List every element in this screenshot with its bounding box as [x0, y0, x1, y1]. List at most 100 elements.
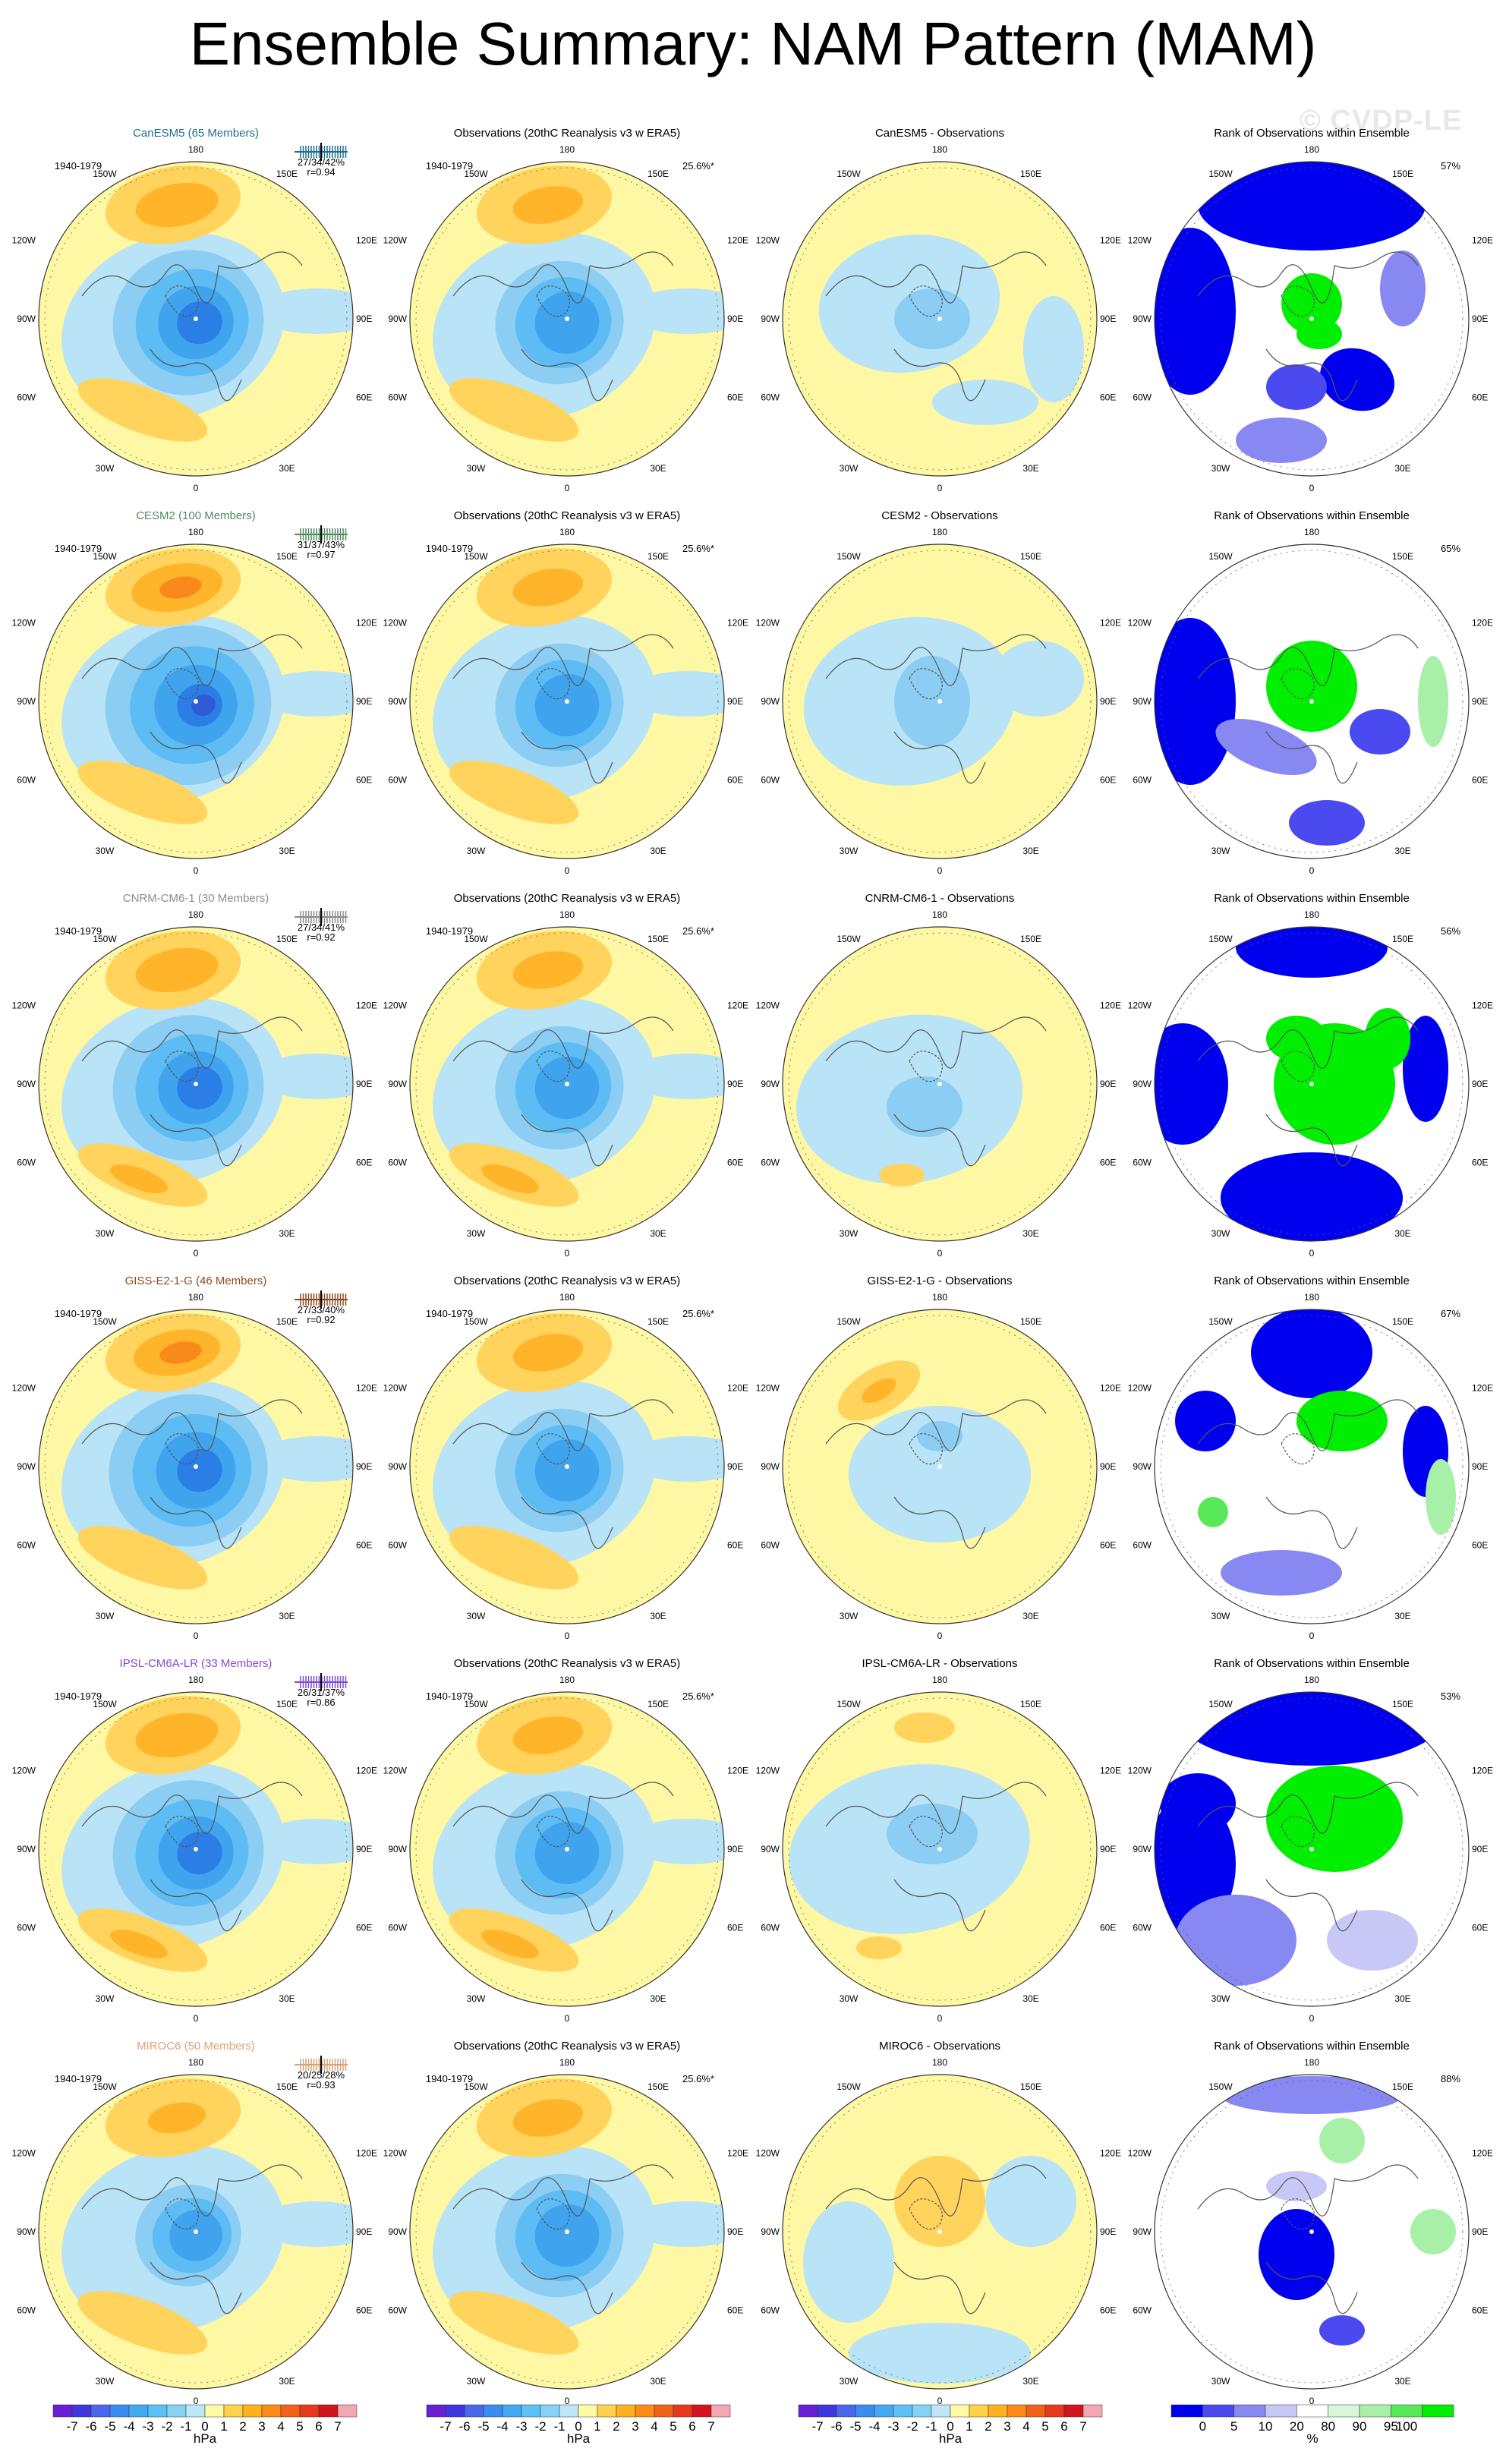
lon-label-150e: 150E — [276, 1316, 298, 1327]
map-panel-r1-c1: 180 150W 150E 120W 120E 90W 90E 60W 60E 30W 30E 0 Ca… — [12, 127, 377, 493]
period-label: 1940-1979 — [426, 1308, 473, 1319]
lon-label-120e: 120E — [356, 1000, 377, 1011]
map-panel-r1-c4: 180 150W 150E 120W 120E 90W 90E 60W 60E 30W 30E 0 Ra… — [1128, 127, 1493, 493]
lon-label-150e: 150E — [1020, 551, 1041, 562]
lon-label-180: 180 — [932, 144, 947, 155]
lon-label-120e: 120E — [1100, 618, 1121, 629]
diff-title: CanESM5 - Observations — [875, 127, 1004, 140]
period-label: 1940-1979 — [55, 1690, 102, 1702]
lon-label-120e: 120E — [727, 2148, 748, 2159]
colorbar-tick: -6 — [830, 2419, 842, 2434]
rank-percent: 88% — [1441, 2073, 1460, 2084]
lon-label-0: 0 — [194, 2013, 199, 2024]
map-panel-r5-c1: 180 150W 150E 120W 120E 90W 90E 60W 60E 30W 30E 0 IP… — [12, 1657, 377, 2024]
colorbar-swatch — [242, 2404, 263, 2418]
colorbar-swatch — [654, 2404, 674, 2418]
lon-label-120e: 120E — [1100, 1383, 1121, 1394]
obs-title: Observations (20thC Reanalysis v3 w ERA5… — [454, 1657, 680, 1670]
lon-label-180: 180 — [559, 1292, 575, 1303]
lon-label-150e: 150E — [1020, 934, 1041, 944]
lon-label-90e: 90E — [1472, 1079, 1488, 1089]
lon-label-120e: 120E — [1100, 235, 1121, 246]
lon-label-120w: 120W — [1128, 1000, 1152, 1011]
colorbar-swatch — [1202, 2404, 1234, 2418]
lon-label-0: 0 — [1309, 865, 1315, 876]
lon-label-60w: 60W — [761, 1158, 780, 1168]
lon-label-90w: 90W — [1133, 1079, 1152, 1089]
lon-label-90e: 90E — [727, 696, 743, 707]
lon-label-30w: 30W — [467, 846, 486, 856]
colorbar-tick: 90 — [1353, 2419, 1367, 2434]
period-label: 1940-1979 — [55, 925, 102, 937]
rank-title: Rank of Observations within Ensemble — [1214, 2040, 1410, 2053]
lon-label-60e: 60E — [356, 2305, 372, 2316]
lon-label-150w: 150W — [1208, 2081, 1233, 2092]
lon-label-60e: 60E — [1472, 392, 1488, 403]
period-label: 1940-1979 — [426, 1690, 473, 1702]
lon-label-90w: 90W — [388, 1461, 407, 1472]
period-label: 1940-1979 — [426, 2073, 473, 2084]
map-panel-r3-c4: 180 150W 150E 120W 120E 90W 90E 60W 60E 30W 30E 0 Ra… — [1128, 892, 1493, 1259]
colorbar-swatch — [1026, 2404, 1046, 2418]
rank-title: Rank of Observations within Ensemble — [1214, 1657, 1410, 1670]
lon-label-90e: 90E — [356, 2226, 372, 2237]
map-panel-r1-c2: 180 150W 150E 120W 120E 90W 90E 60W 60E 30W 30E 0 Ob… — [383, 127, 748, 493]
lon-label-60e: 60E — [727, 1158, 743, 1168]
colorbar-tick: 5 — [1041, 2419, 1048, 2434]
lon-label-60w: 60W — [1133, 1923, 1152, 1933]
lon-label-30w: 30W — [1211, 463, 1230, 474]
lon-label-0: 0 — [565, 1631, 570, 1641]
lon-label-120e: 120E — [1472, 2148, 1493, 2159]
colorbar-tick: 5 — [1230, 2419, 1237, 2434]
lon-label-90e: 90E — [356, 314, 372, 324]
lon-label-180: 180 — [1304, 909, 1319, 920]
colorbar-tick: 0 — [1199, 2419, 1206, 2434]
lon-label-30w: 30W — [96, 463, 115, 474]
period-label: 1940-1979 — [55, 160, 102, 172]
map-panel-r6-c3: 180 150W 150E 120W 120E 90W 90E 60W 60E 30W 30E 0 MI… — [756, 2040, 1121, 2406]
lon-label-30w: 30W — [96, 1611, 115, 1621]
lon-label-120e: 120E — [1100, 1000, 1121, 1011]
lon-label-120w: 120W — [756, 618, 780, 629]
lon-label-60e: 60E — [1100, 775, 1116, 786]
lon-label-60w: 60W — [1133, 1158, 1152, 1168]
lon-label-150w: 150W — [836, 1316, 861, 1327]
lon-label-60e: 60E — [1472, 1540, 1488, 1551]
lon-label-60e: 60E — [356, 775, 372, 786]
map-panel-r4-c1: 180 150W 150E 120W 120E 90W 90E 60W 60E 30W 30E 0 GI… — [12, 1275, 377, 1641]
lon-label-0: 0 — [1309, 1631, 1315, 1641]
lon-label-150e: 150E — [276, 169, 298, 179]
stats-whisker — [295, 908, 348, 926]
colorbar-tick: 0 — [947, 2419, 953, 2434]
lon-label-90e: 90E — [356, 1079, 372, 1089]
colorbar-swatch — [52, 2404, 73, 2418]
lon-label-180: 180 — [188, 909, 203, 920]
colorbar-tick: 6 — [1060, 2419, 1067, 2434]
correlation-label: r=0.94 — [307, 166, 335, 178]
lon-label-90e: 90E — [1472, 1461, 1488, 1472]
lon-label-150w: 150W — [836, 934, 861, 944]
slp-colorbar-3: -7 -6 -5 -4 -3 -2 -1 0 1 2 3 4 5 6 7 hPa — [798, 2404, 1103, 2446]
lon-label-60w: 60W — [1133, 2305, 1152, 2316]
lon-label-90e: 90E — [1100, 1079, 1116, 1089]
lon-label-150e: 150E — [647, 1699, 669, 1709]
colorbar-swatch — [445, 2404, 465, 2418]
lon-label-180: 180 — [559, 527, 575, 537]
lon-label-30w: 30W — [840, 1993, 859, 2004]
stats-label: 31/37/43% — [298, 539, 345, 550]
lon-label-60e: 60E — [1100, 1540, 1116, 1551]
period-label: 1940-1979 — [55, 543, 102, 554]
lon-label-90e: 90E — [1472, 696, 1488, 707]
colorbar-swatch — [874, 2404, 894, 2418]
lon-label-60e: 60E — [356, 1158, 372, 1168]
lon-label-30w: 30W — [840, 846, 859, 856]
lon-label-90w: 90W — [1133, 1461, 1152, 1472]
colorbar-swatch — [855, 2404, 875, 2418]
rank-title: Rank of Observations within Ensemble — [1214, 1275, 1410, 1287]
lon-label-90w: 90W — [388, 1079, 407, 1089]
lon-label-90w: 90W — [388, 2226, 407, 2237]
lon-label-150e: 150E — [647, 2081, 669, 2092]
obs-title: Observations (20thC Reanalysis v3 w ERA5… — [454, 1275, 680, 1287]
